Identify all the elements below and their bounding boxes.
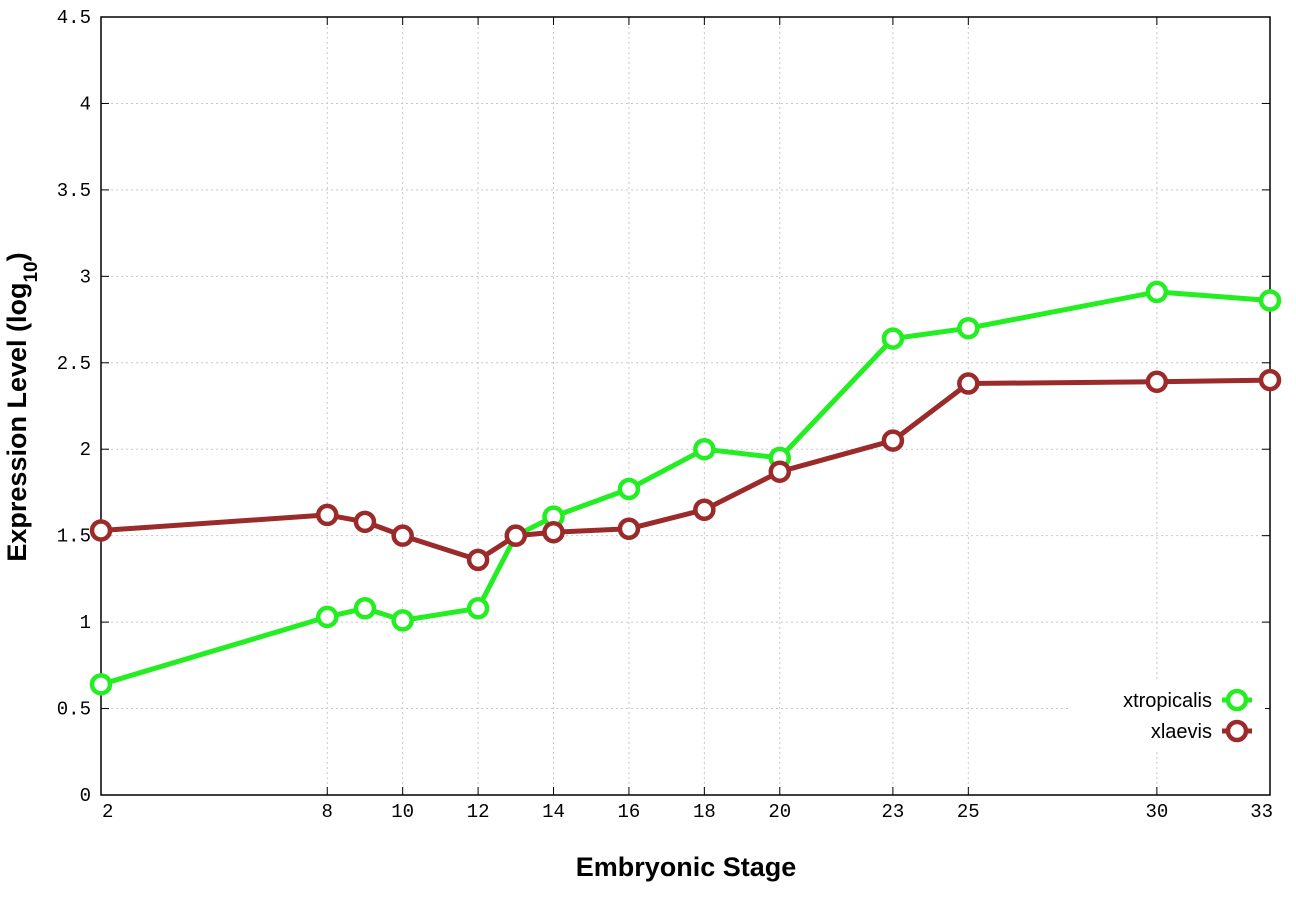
y-tick-label: 1 <box>80 612 91 634</box>
data-point-xtropicalis <box>957 316 980 340</box>
legend-marker-xtropicalis <box>1225 688 1249 712</box>
y-axis-title-main: Expression Level (log <box>2 283 32 562</box>
y-tick-label: 4.5 <box>57 7 91 29</box>
data-point-xtropicalis <box>391 609 414 632</box>
x-tick-label: 2 <box>102 801 113 823</box>
y-axis-title: Expression Level (log10) <box>2 252 42 561</box>
y-tick-label: 2 <box>80 439 91 461</box>
data-point-xlaevis <box>466 548 490 572</box>
x-axis-title: Embryonic Stage <box>576 852 797 882</box>
series-layer <box>89 280 1282 696</box>
x-tick-label: 23 <box>881 801 904 823</box>
y-tick-label: 2.5 <box>57 353 91 375</box>
data-point-xtropicalis <box>1258 289 1282 312</box>
data-point-xlaevis <box>1145 370 1169 394</box>
y-axis-title-subscript: 10 <box>21 261 42 282</box>
data-point-xlaevis <box>316 503 339 527</box>
data-point-xtropicalis <box>353 597 377 620</box>
y-tick-label: 4 <box>80 93 91 115</box>
series-line-xtropicalis <box>100 289 1271 687</box>
y-tick-label: 0.5 <box>57 699 91 721</box>
series-line-xlaevis <box>100 377 1271 563</box>
y-tick-label: 3 <box>80 266 91 288</box>
data-point-xtropicalis <box>1145 280 1169 304</box>
data-point-xtropicalis <box>617 477 641 501</box>
data-point-xlaevis <box>504 524 528 547</box>
plot-frame <box>100 16 1271 796</box>
legend-marker-xlaevis <box>1225 719 1249 743</box>
y-tick-label: 0 <box>80 785 91 807</box>
x-tick-label: 8 <box>322 801 333 823</box>
legend-label-xlaevis: xlaevis <box>1151 721 1212 743</box>
legend-label-xtropicalis: xtropicalis <box>1123 690 1212 712</box>
data-point-xlaevis <box>881 429 905 452</box>
x-tick-label: 25 <box>957 801 980 823</box>
x-tick-label: 33 <box>1250 801 1273 823</box>
series-xlaevis <box>89 368 1282 572</box>
data-point-xlaevis <box>768 460 792 483</box>
data-point-xtropicalis <box>881 327 905 350</box>
data-point-xtropicalis <box>316 605 339 629</box>
x-tick-label: 16 <box>618 801 641 823</box>
x-tick-label: 14 <box>542 801 565 823</box>
data-point-xlaevis <box>693 498 716 521</box>
data-point-xtropicalis <box>693 437 716 461</box>
y-axis-title-close: ) <box>2 252 32 261</box>
data-point-xlaevis <box>89 519 113 542</box>
legend: xtropicalis xlaevis <box>1070 680 1265 750</box>
data-point-xtropicalis <box>89 673 113 696</box>
data-point-xlaevis <box>617 517 641 541</box>
data-point-xtropicalis <box>466 597 490 620</box>
data-point-xlaevis <box>353 510 377 534</box>
series-xtropicalis <box>89 280 1282 696</box>
x-tick-label: 10 <box>391 801 414 823</box>
x-tick-label: 12 <box>467 801 490 823</box>
x-tick-label: 30 <box>1145 801 1168 823</box>
data-point-xlaevis <box>957 372 980 395</box>
y-tick-label: 3.5 <box>57 180 91 202</box>
data-point-xlaevis <box>391 524 414 547</box>
data-point-xlaevis <box>1258 368 1282 392</box>
x-tick-label: 18 <box>693 801 716 823</box>
y-tick-label: 1.5 <box>57 526 91 548</box>
data-point-xlaevis <box>542 520 565 544</box>
x-tick-label: 20 <box>768 801 791 823</box>
grid <box>101 17 1270 795</box>
axis-ticks: 0 0.5 1 1.5 2 2.5 3 3.5 4 4.5 2 8 10 12 14 16 18 20 23 25 30… <box>57 7 1273 823</box>
